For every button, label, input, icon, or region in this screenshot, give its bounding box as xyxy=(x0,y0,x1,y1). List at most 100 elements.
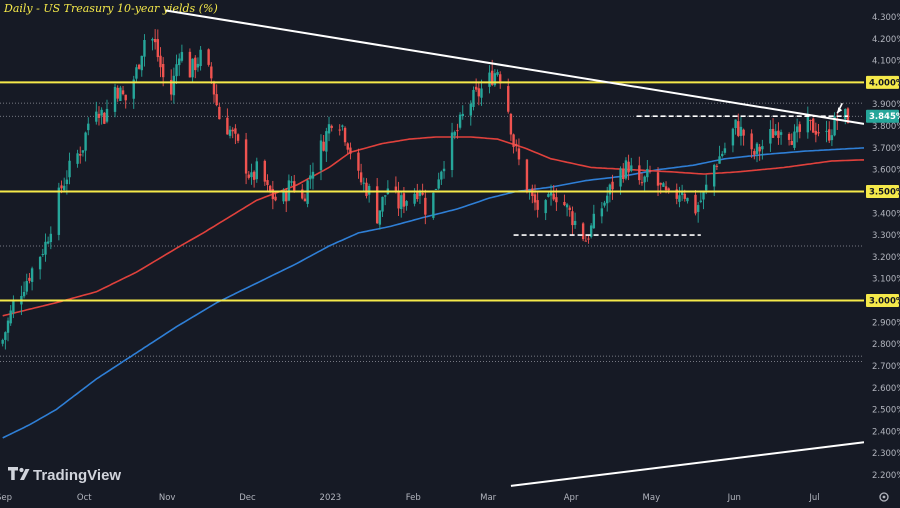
candle-body xyxy=(65,179,69,185)
candle-body xyxy=(777,130,780,138)
candle-body xyxy=(4,332,7,340)
candle-body xyxy=(779,132,783,135)
candle-body xyxy=(630,165,633,171)
candle-body xyxy=(172,75,176,96)
candle-body xyxy=(349,147,352,154)
candle-body xyxy=(488,72,491,87)
candle-body xyxy=(622,169,625,179)
candle-body xyxy=(285,191,288,202)
candle-body xyxy=(215,94,218,106)
candle-body xyxy=(686,197,689,202)
candle-body xyxy=(153,38,157,43)
candle-body xyxy=(180,52,184,61)
candle-body xyxy=(301,189,304,199)
candle-body xyxy=(662,183,665,187)
candle-body xyxy=(555,197,558,203)
tv-logo-text: TradingView xyxy=(33,467,121,484)
candle-body xyxy=(378,210,382,225)
candle-body xyxy=(680,192,684,195)
candle-body xyxy=(787,133,791,140)
candle-body xyxy=(41,254,44,256)
candle-body xyxy=(87,123,90,131)
chart-title: Daily - US Treasury 10-year yields (%) xyxy=(4,2,218,15)
candle-body xyxy=(38,256,42,270)
candle-body xyxy=(151,38,154,41)
level-tag-label: 4.000% xyxy=(869,78,900,88)
candle-body xyxy=(231,129,234,132)
time-tick-label: Mar xyxy=(480,493,497,503)
candles xyxy=(1,29,850,350)
candle-body xyxy=(453,131,456,136)
time-tick-label: Sep xyxy=(0,493,12,503)
tradingview-logo[interactable]: TradingView xyxy=(8,467,121,484)
candle-body xyxy=(809,120,812,122)
candle-body xyxy=(268,185,272,192)
candle-body xyxy=(255,161,258,180)
candle-body xyxy=(236,134,240,141)
candle-body xyxy=(774,131,777,136)
settings-gear-icon[interactable] xyxy=(879,492,889,502)
candle-body xyxy=(643,176,646,183)
price-tick-label: 4.100% xyxy=(872,57,900,67)
candle-body xyxy=(737,121,740,136)
candle-body xyxy=(357,152,360,171)
candle-body xyxy=(739,126,743,136)
candle-body xyxy=(175,64,178,77)
price-tick-label: 2.300% xyxy=(872,449,900,459)
candle-body xyxy=(319,140,323,171)
candle-body xyxy=(552,193,555,200)
candle-body xyxy=(105,108,109,122)
candle-body xyxy=(30,268,34,282)
candle-body xyxy=(178,58,181,66)
candle-body xyxy=(359,172,363,183)
candle-body xyxy=(667,188,670,191)
candle-body xyxy=(416,190,419,200)
candle-body xyxy=(28,277,31,281)
candle-body xyxy=(769,128,772,144)
candle-body xyxy=(825,130,828,132)
candle-body xyxy=(437,179,440,189)
price-tick-label: 3.300% xyxy=(872,231,900,241)
candle-body xyxy=(400,195,403,210)
level-tags: 4.000% 3.500% 3.000% 3.845% xyxy=(866,75,900,308)
price-tick-label: 2.600% xyxy=(872,384,900,394)
candle-body xyxy=(405,201,408,206)
candle-body xyxy=(771,128,775,138)
candle-body xyxy=(490,70,494,85)
candle-body xyxy=(587,238,590,240)
price-tick-label: 2.700% xyxy=(872,362,900,372)
candle-body xyxy=(22,291,26,297)
candle-body xyxy=(477,88,481,97)
candle-body xyxy=(79,154,82,156)
candle-body xyxy=(496,72,499,75)
candle-body xyxy=(600,208,604,217)
candle-body xyxy=(638,165,641,181)
candle-body xyxy=(207,49,210,65)
candle-body xyxy=(565,204,569,208)
candle-body xyxy=(811,118,815,133)
candle-body xyxy=(702,191,705,200)
time-tick-label: Apr xyxy=(564,493,579,503)
candle-body xyxy=(432,192,435,218)
candle-body xyxy=(718,156,721,164)
candle-body xyxy=(327,124,331,134)
time-tick-label: Dec xyxy=(239,493,256,503)
candle-body xyxy=(191,58,194,78)
candle-body xyxy=(143,39,146,57)
candle-body xyxy=(806,116,810,133)
candle-body xyxy=(199,49,202,66)
candle-body xyxy=(469,103,472,116)
price-tick-label: 4.300% xyxy=(872,13,900,23)
candle-body xyxy=(790,140,793,145)
candle-body xyxy=(507,86,510,112)
candle-body xyxy=(271,189,275,200)
candle-body xyxy=(247,174,250,178)
time-tick-label: Nov xyxy=(159,493,176,503)
candle-body xyxy=(119,87,122,101)
candle-body xyxy=(611,181,614,190)
time-axis[interactable]: Sep Oct Nov Dec 2023 Feb Mar Apr May Jun Jul xyxy=(0,493,820,503)
candle-body xyxy=(274,196,277,201)
candle-body xyxy=(627,161,630,173)
candle-body xyxy=(721,153,724,157)
